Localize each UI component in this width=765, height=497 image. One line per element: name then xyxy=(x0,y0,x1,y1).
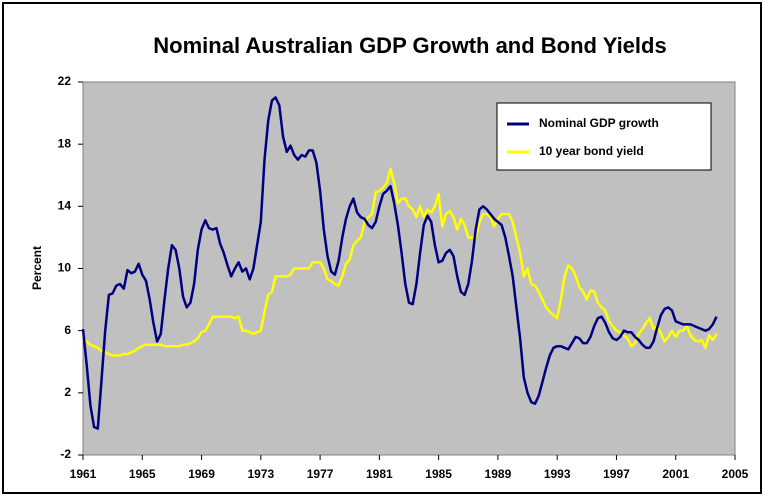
legend-label: Nominal GDP growth xyxy=(539,116,659,130)
x-tick-label: 1993 xyxy=(544,467,571,481)
x-tick-label: 1961 xyxy=(70,467,97,481)
chart-title: Nominal Australian GDP Growth and Bond Y… xyxy=(153,33,666,58)
x-tick-label: 1977 xyxy=(307,467,334,481)
y-tick-label: 14 xyxy=(58,199,72,213)
y-tick-label: 22 xyxy=(58,74,72,88)
x-tick-label: 1989 xyxy=(485,467,512,481)
x-tick-label: 1981 xyxy=(366,467,393,481)
y-tick-label: 6 xyxy=(64,323,71,337)
x-tick-label: 1985 xyxy=(425,467,452,481)
series-line xyxy=(82,167,718,357)
legend-box xyxy=(496,102,712,171)
legend-label: 10 year bond yield xyxy=(539,144,644,158)
series-line xyxy=(81,96,718,430)
y-tick-label: 18 xyxy=(58,136,72,150)
y-tick-label: 2 xyxy=(64,385,71,399)
x-tick-label: 1973 xyxy=(247,467,274,481)
y-axis-label: Percent xyxy=(30,246,44,290)
y-tick-label: -2 xyxy=(60,447,71,461)
x-tick-label: 2001 xyxy=(662,467,689,481)
x-tick-label: 1965 xyxy=(129,467,156,481)
x-tick-label: 2005 xyxy=(722,467,749,481)
y-tick-label: 10 xyxy=(58,261,72,275)
x-tick-label: 1969 xyxy=(188,467,215,481)
x-tick-label: 1997 xyxy=(603,467,630,481)
